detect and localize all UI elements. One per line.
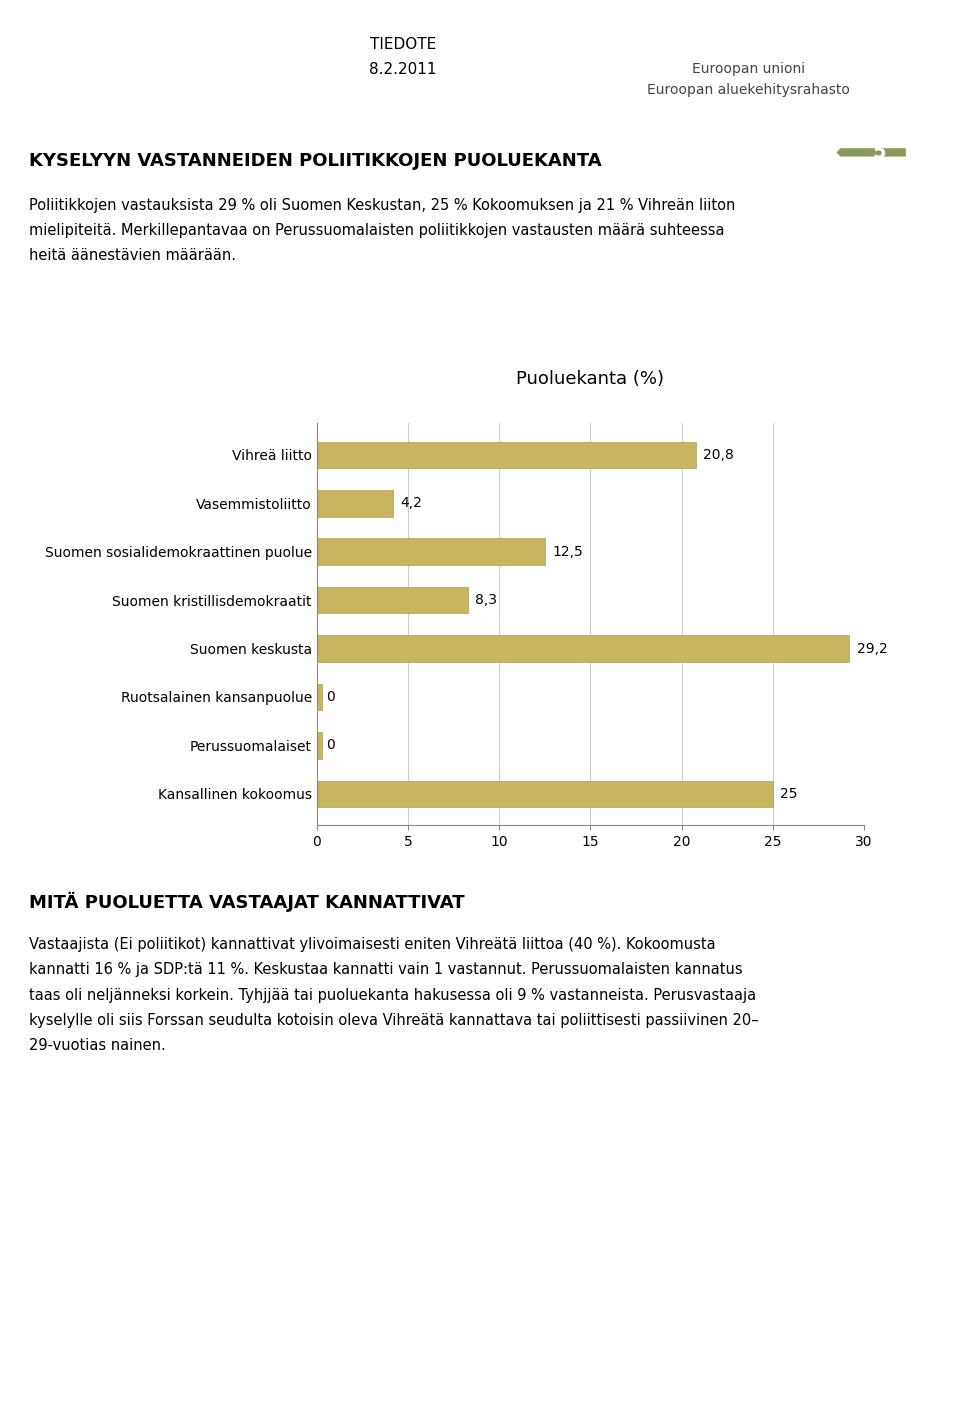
FancyArrowPatch shape (837, 150, 905, 155)
Bar (317, 780, 773, 807)
Text: Vastaajista (Ei poliitikot) kannattivat ylivoimaisesti eniten Vihreätä liittoa (: Vastaajista (Ei poliitikot) kannattivat … (29, 937, 715, 952)
Text: 29,2: 29,2 (856, 642, 887, 656)
Text: kyselylle oli siis Forssan seudulta kotoisin oleva Vihreätä kannattava tai polii: kyselylle oli siis Forssan seudulta koto… (29, 1013, 758, 1029)
Text: kannatti 16 % ja SDP:tä 11 %. Keskustaa kannatti vain 1 vastannut. Perussuomalai: kannatti 16 % ja SDP:tä 11 %. Keskustaa … (29, 962, 742, 978)
Text: 4,2: 4,2 (400, 497, 422, 511)
Text: 12,5: 12,5 (552, 545, 583, 559)
Bar (317, 490, 394, 516)
Text: 8.2.2011: 8.2.2011 (370, 62, 437, 78)
Text: 8,3: 8,3 (475, 593, 497, 607)
Text: 29-vuotias nainen.: 29-vuotias nainen. (29, 1038, 165, 1054)
Text: TIEDOTE: TIEDOTE (370, 37, 437, 52)
Text: mielipiteitä. Merkillepantavaa on Perussuomalaisten poliitikkojen vastausten mää: mielipiteitä. Merkillepantavaa on Peruss… (29, 223, 724, 238)
Text: 0: 0 (326, 738, 335, 752)
Text: Euroopan unioni: Euroopan unioni (692, 62, 805, 76)
Bar (317, 635, 850, 662)
Text: 0: 0 (326, 690, 335, 704)
Bar (317, 539, 544, 564)
Text: Puoluekanta (%): Puoluekanta (%) (516, 370, 664, 388)
Text: taas oli neljänneksi korkein. Tyhjjää tai puoluekanta hakusessa oli 9 % vastanne: taas oli neljänneksi korkein. Tyhjjää ta… (29, 988, 756, 1003)
Text: Poliitikkojen vastauksista 29 % oli Suomen Keskustan, 25 % Kokoomuksen ja 21 % V: Poliitikkojen vastauksista 29 % oli Suom… (29, 198, 735, 213)
Bar (317, 732, 323, 759)
Text: 20,8: 20,8 (704, 447, 734, 461)
Text: 5: 5 (873, 143, 886, 162)
Bar (317, 684, 323, 710)
Text: heitä äänestävien määrään.: heitä äänestävien määrään. (29, 248, 236, 264)
Text: MITÄ PUOLUETTA VASTAAJAT KANNATTIVAT: MITÄ PUOLUETTA VASTAAJAT KANNATTIVAT (29, 892, 465, 912)
Text: Euroopan aluekehitysrahasto: Euroopan aluekehitysrahasto (647, 83, 851, 97)
Text: KYSELYYN VASTANNEIDEN POLIITIKKOJEN PUOLUEKANTA: KYSELYYN VASTANNEIDEN POLIITIKKOJEN PUOL… (29, 152, 601, 171)
Text: 25: 25 (780, 787, 798, 801)
Bar (317, 442, 696, 468)
Bar (317, 587, 468, 614)
